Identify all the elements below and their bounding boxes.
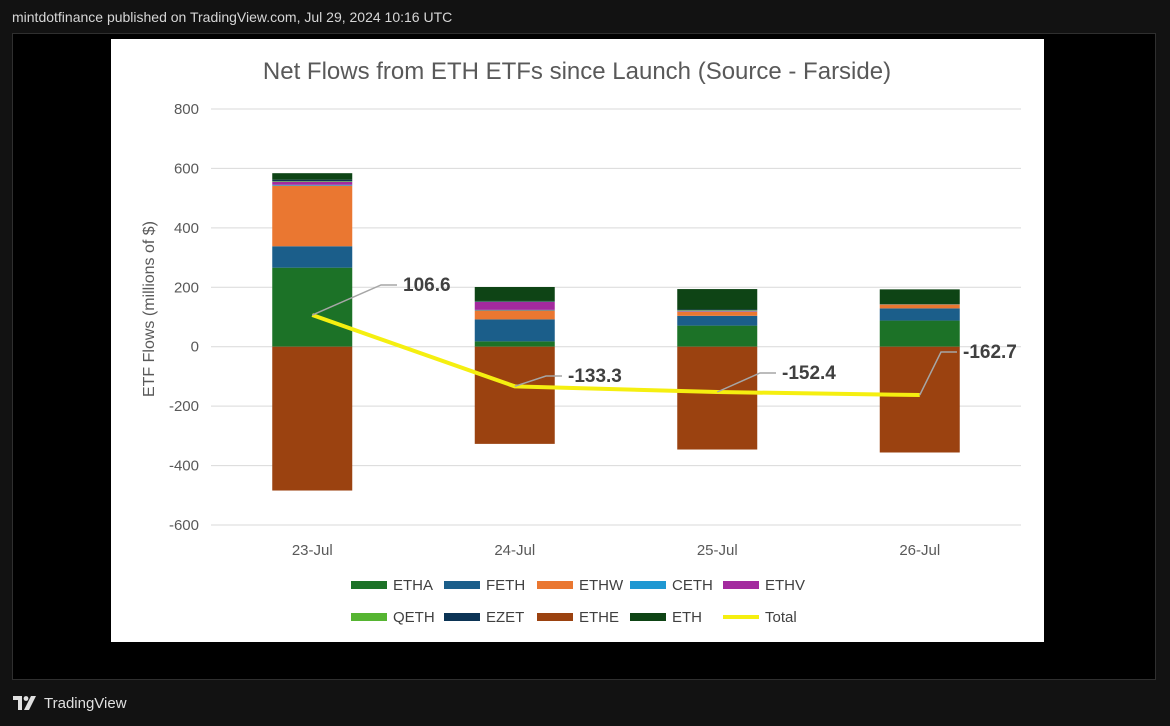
bar-eth-23-jul (272, 173, 353, 180)
bar-ethw-23-jul (272, 185, 353, 247)
tradingview-brand[interactable]: TradingView (44, 694, 127, 712)
y-tick-label: 200 (174, 279, 199, 296)
legend-item-ceth: CETH (630, 577, 713, 594)
publisher-line: mintdotfinance published on TradingView.… (12, 9, 453, 25)
legend-label: ETH (672, 609, 702, 626)
y-tick-label: -200 (169, 398, 199, 415)
bar-ethe-26-jul (879, 346, 960, 453)
chart-card: Net Flows from ETH ETFs since Launch (So… (111, 39, 1044, 642)
legend-item-total: Total (723, 609, 797, 626)
legend-label: ETHV (765, 577, 805, 594)
legend-swatch (723, 581, 759, 589)
y-tick-label: -400 (169, 458, 199, 475)
bars (272, 173, 960, 491)
bar-ethv-24-jul (474, 301, 555, 310)
x-tick-label-26-jul: 26-Jul (899, 542, 940, 559)
tradingview-logo-icon[interactable] (12, 694, 38, 712)
legend-swatch (444, 613, 480, 621)
x-tick-label-23-jul: 23-Jul (292, 542, 333, 559)
total-label-leader (919, 351, 957, 396)
legend-item-ethv: ETHV (723, 577, 805, 594)
legend-swatch (444, 581, 480, 589)
legend-item-qeth: QETH (351, 609, 435, 626)
legend-label: CETH (672, 577, 713, 594)
legend-label: ETHE (579, 609, 619, 626)
total-line (311, 313, 920, 398)
y-tick-label: 600 (174, 160, 199, 177)
legend-swatch (537, 581, 573, 589)
total-line-layer: 106.6 -133.3 -152.4 -162.7 (311, 275, 1017, 398)
legend-label: Total (765, 609, 797, 626)
legend-label: ETHA (393, 577, 433, 594)
legend-item-eth: ETH (630, 609, 702, 626)
x-tick-label-25-jul: 25-Jul (697, 542, 738, 559)
legend-swatch (537, 613, 573, 621)
legend-label: ETHW (579, 577, 624, 594)
legend-item-ezet: EZET (444, 609, 524, 626)
legend-item-feth: FETH (444, 577, 525, 594)
bar-etha-25-jul (677, 325, 758, 347)
legend-swatch (630, 581, 666, 589)
total-data-label: 106.6 (403, 275, 451, 296)
y-tick-labels: 800 600 400 200 0 -200 -400 -600 (169, 101, 199, 534)
footer: TradingView (12, 694, 127, 712)
bar-ethv-23-jul (272, 181, 353, 185)
bar-ethw-24-jul (474, 310, 555, 320)
bar-feth-23-jul (272, 246, 353, 268)
bar-ceth-24-jul (474, 309, 555, 311)
legend: ETHA FETH ETHW CETH ETHV QETH EZET ETHE ETH Total (351, 577, 805, 626)
y-axis-label: ETF Flows (millions of $) (141, 221, 158, 397)
y-tick-label: 0 (191, 339, 199, 356)
bar-eth-26-jul (879, 289, 960, 305)
total-data-label: -162.7 (963, 342, 1017, 363)
total-data-label: -152.4 (782, 363, 836, 384)
legend-item-etha: ETHA (351, 577, 433, 594)
y-tick-label: 800 (174, 101, 199, 118)
bar-etha-24-jul (474, 341, 555, 347)
bar-ethv-25-jul (677, 310, 758, 312)
bar-feth-25-jul (677, 315, 758, 326)
bar-ezet-24-jul (474, 300, 555, 302)
bar-ezet-25-jul (677, 309, 758, 311)
y-tick-label: 400 (174, 220, 199, 237)
total-data-label: -133.3 (568, 366, 622, 387)
total-label-leader (716, 372, 776, 393)
legend-item-ethw: ETHW (537, 577, 624, 594)
x-tick-label-24-jul: 24-Jul (494, 542, 535, 559)
legend-item-ethe: ETHE (537, 609, 619, 626)
bar-feth-26-jul (879, 308, 960, 321)
total-label-leader (514, 375, 562, 388)
bar-ethw-26-jul (879, 304, 960, 309)
bar-etha-23-jul (272, 267, 353, 347)
bar-feth-24-jul (474, 319, 555, 342)
bar-ezet-23-jul (272, 179, 353, 182)
bar-etha-26-jul (879, 320, 960, 347)
bar-eth-24-jul (474, 286, 555, 301)
x-tick-labels: 23-Jul 24-Jul 25-Jul 26-Jul (292, 542, 940, 559)
bar-ceth-23-jul (272, 184, 353, 186)
net-flows-chart: Net Flows from ETH ETFs since Launch (So… (141, 58, 1021, 626)
chart-title: Net Flows from ETH ETFs since Launch (So… (263, 58, 891, 85)
legend-swatch (351, 613, 387, 621)
total-label-leader (311, 284, 397, 316)
legend-swatch (630, 613, 666, 621)
legend-swatch (351, 581, 387, 589)
legend-label: FETH (486, 577, 525, 594)
y-tick-label: -600 (169, 517, 199, 534)
bar-qeth-23-jul (272, 181, 353, 182)
legend-label: QETH (393, 609, 435, 626)
legend-label: EZET (486, 609, 524, 626)
bar-ethe-24-jul (474, 346, 555, 444)
bar-ethe-25-jul (677, 346, 758, 450)
bar-ethe-23-jul (272, 346, 353, 491)
bar-qeth-25-jul (677, 310, 758, 311)
bar-ethw-25-jul (677, 311, 758, 316)
bar-eth-25-jul (677, 289, 758, 310)
